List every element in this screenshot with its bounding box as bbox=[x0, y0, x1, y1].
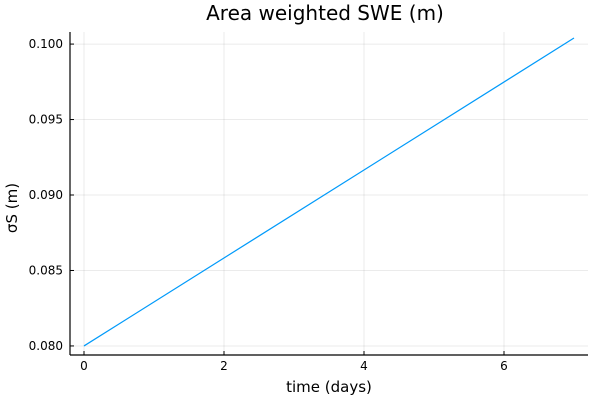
x-tick-label: 2 bbox=[220, 359, 228, 373]
x-axis-label: time (days) bbox=[286, 378, 372, 396]
chart-title: Area weighted SWE (m) bbox=[206, 1, 444, 25]
axes-layer bbox=[69, 32, 588, 356]
y-tick-label: 0.095 bbox=[29, 113, 63, 127]
y-axis-label: σS (m) bbox=[3, 183, 21, 233]
y-tick-label: 0.100 bbox=[29, 37, 63, 51]
x-tick-label: 4 bbox=[360, 359, 368, 373]
ticks-layer: 0 2 4 6 0.080 0.085 0.090 0.095 0.100 bbox=[29, 37, 508, 373]
x-tick-label: 0 bbox=[80, 359, 88, 373]
y-tick-label: 0.080 bbox=[29, 339, 63, 353]
series-line bbox=[83, 37, 575, 347]
x-tick-label: 6 bbox=[500, 359, 508, 373]
series-layer bbox=[83, 37, 575, 347]
y-tick-label: 0.085 bbox=[29, 263, 63, 277]
grid-layer bbox=[70, 32, 588, 355]
y-tick-label: 0.090 bbox=[29, 188, 63, 202]
